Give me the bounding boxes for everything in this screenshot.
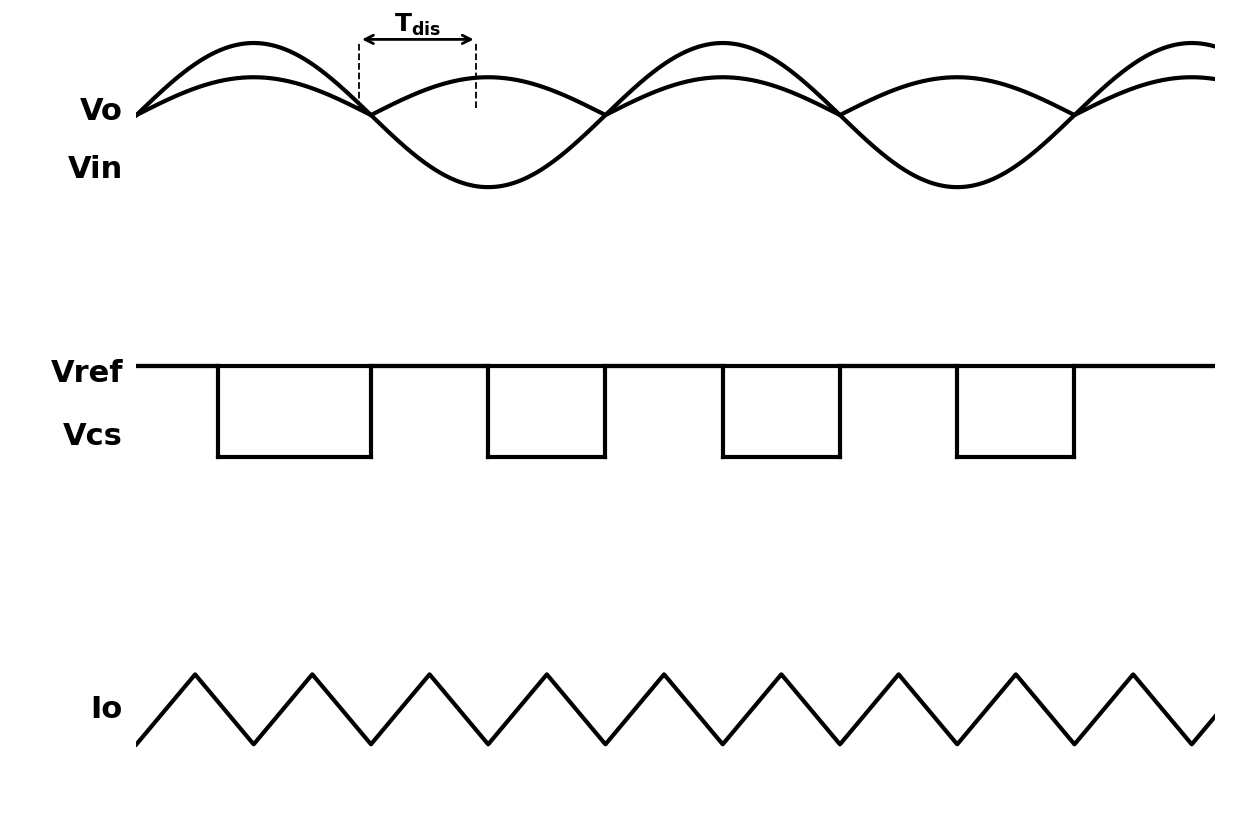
Text: Io: Io (91, 695, 123, 724)
Text: Vo: Vo (81, 97, 123, 126)
Text: Vin: Vin (68, 155, 123, 183)
Text: Vcs: Vcs (63, 422, 123, 451)
Text: T$_{\mathbf{dis}}$: T$_{\mathbf{dis}}$ (394, 12, 441, 37)
Text: Vref: Vref (51, 359, 123, 388)
